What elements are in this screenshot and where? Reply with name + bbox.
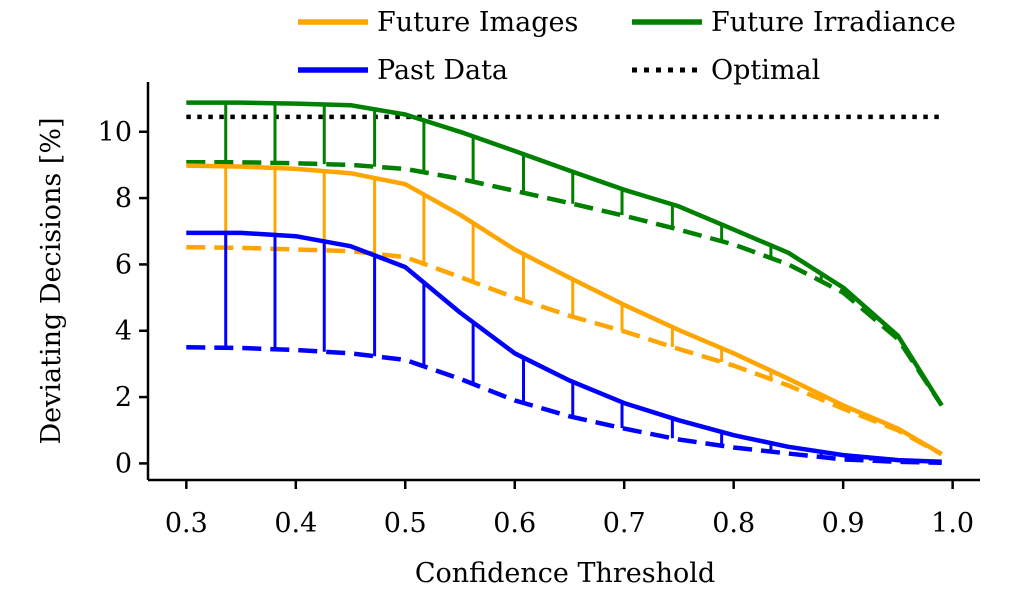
y-tick-label-2: 4 xyxy=(115,316,132,347)
plot-area xyxy=(186,100,944,466)
series-0-upper-line xyxy=(186,100,944,407)
x-tick-label-5: 0.8 xyxy=(712,508,755,539)
y-tick-label-4: 8 xyxy=(115,183,132,214)
legend-label-1: Future Irradiance xyxy=(711,7,956,38)
y-tick-label-5: 10 xyxy=(98,117,132,148)
x-tick-label-6: 0.9 xyxy=(822,508,865,539)
x-tick-label-7: 1.0 xyxy=(931,508,974,539)
x-tick-label-0: 0.3 xyxy=(165,508,208,539)
series-1-lower-line xyxy=(186,244,943,457)
series-1-upper-line xyxy=(186,163,943,457)
series-2-upper-line xyxy=(186,230,942,465)
axes: 0.3 0.4 0.5 0.6 0.7 0.8 0.9 1.0 0 2 4 6 8 10 xyxy=(98,82,980,539)
legend-label-0: Future Images xyxy=(377,7,578,38)
x-tick-label-1: 0.4 xyxy=(274,508,317,539)
x-axis-title: Confidence Threshold xyxy=(415,558,715,589)
legend: Future Images Future Irradiance Past Data O… xyxy=(298,7,956,86)
series-0-lower-line xyxy=(186,160,944,407)
legend-label-3: Optimal xyxy=(711,55,820,86)
y-axis-title: Deviating Decisions [%] xyxy=(36,117,67,444)
x-tick-label-2: 0.5 xyxy=(384,508,427,539)
y-tick-label-3: 6 xyxy=(115,249,132,280)
y-tick-label-1: 2 xyxy=(115,382,132,413)
x-tick-label-3: 0.6 xyxy=(493,508,536,539)
y-tick-label-0: 0 xyxy=(115,448,132,479)
legend-label-2: Past Data xyxy=(377,55,508,86)
x-tick-label-4: 0.7 xyxy=(603,508,646,539)
series-2-lower-line xyxy=(186,345,942,466)
